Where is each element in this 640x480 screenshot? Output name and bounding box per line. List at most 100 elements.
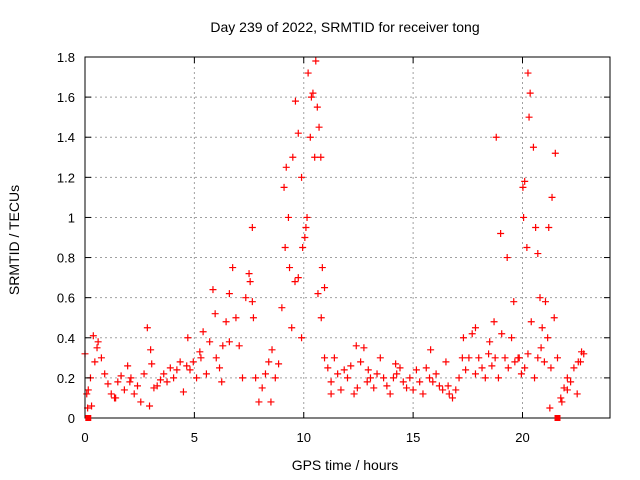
data-point (107, 390, 115, 398)
data-point (532, 223, 540, 231)
data-point (360, 344, 368, 352)
y-tick-label: 1 (68, 210, 75, 225)
data-point (271, 374, 279, 382)
data-point (519, 183, 527, 191)
data-point (225, 290, 233, 298)
data-point (550, 314, 558, 322)
data-point (439, 386, 447, 394)
x-axis-label: GPS time / hours (292, 457, 399, 473)
data-point (524, 350, 532, 358)
data-point (327, 390, 335, 398)
x-tick-label: 5 (191, 430, 198, 445)
data-point (498, 330, 506, 338)
x-tick-label: 0 (81, 430, 88, 445)
data-point (235, 342, 243, 350)
x-tick-label: 20 (515, 430, 529, 445)
data-point (143, 324, 151, 332)
data-point (527, 318, 535, 326)
data-point (193, 374, 201, 382)
data-point (523, 244, 531, 252)
data-point (249, 314, 257, 322)
data-point (503, 254, 511, 262)
data-point (334, 370, 342, 378)
data-point (490, 318, 498, 326)
y-tick-label: 1.4 (57, 130, 75, 145)
data-point (248, 298, 256, 306)
data-point (83, 390, 91, 398)
data-point (422, 364, 430, 372)
data-point (309, 89, 317, 97)
data-point (268, 346, 276, 354)
data-point (544, 334, 552, 342)
data-point (366, 374, 374, 382)
data-point (538, 324, 546, 332)
data-point (352, 342, 360, 350)
data-point (459, 334, 467, 342)
data-point (570, 364, 578, 372)
data-point (551, 149, 559, 157)
data-point (492, 133, 500, 141)
data-point (229, 264, 237, 272)
data-point (520, 213, 528, 221)
data-point (302, 223, 310, 231)
data-point (563, 386, 571, 394)
data-point (294, 129, 302, 137)
data-point (554, 354, 561, 362)
data-point (347, 362, 355, 370)
data-point (508, 334, 516, 342)
data-point (160, 370, 168, 378)
data-point (97, 354, 105, 362)
data-point (435, 382, 443, 390)
data-point (389, 374, 397, 382)
y-axis-label: SRMTID / TECUs (6, 185, 22, 295)
gap-markers (85, 415, 561, 421)
data-point (458, 354, 466, 362)
data-point (350, 390, 358, 398)
data-point (88, 402, 96, 410)
data-point (218, 378, 226, 386)
data-point (521, 177, 529, 185)
y-tick-label: 0.4 (57, 331, 75, 346)
data-point (481, 374, 489, 382)
data-point (409, 386, 417, 394)
y-tick-label: 1.6 (57, 90, 75, 105)
data-point (491, 354, 499, 362)
data-point (370, 384, 378, 392)
data-point (563, 374, 571, 382)
data-point (515, 354, 523, 362)
data-point (488, 362, 496, 370)
data-point (406, 374, 414, 382)
data-point (321, 354, 329, 362)
data-point (117, 372, 125, 380)
data-point (84, 386, 92, 394)
data-point (486, 338, 494, 346)
data-point (304, 69, 312, 77)
data-point (225, 338, 233, 346)
data-point (140, 370, 148, 378)
data-point (396, 364, 404, 372)
data-point (179, 388, 187, 396)
data-point (303, 213, 311, 221)
data-point (546, 404, 554, 412)
gap-marker-data-gap-start (85, 415, 92, 421)
data-point (291, 97, 299, 105)
data-point (299, 244, 307, 252)
data-point (278, 304, 286, 312)
data-point (536, 294, 544, 302)
data-point (497, 229, 505, 237)
data-point (426, 374, 434, 382)
data-point (545, 223, 553, 231)
data-point (380, 374, 388, 382)
data-point (242, 294, 250, 302)
data-point (289, 153, 297, 161)
data-point (104, 380, 112, 388)
data-point (357, 358, 365, 366)
data-point (197, 354, 205, 362)
data-point (517, 370, 525, 378)
data-point (148, 360, 156, 368)
data-point (471, 370, 479, 378)
y-tick-label: 1.8 (57, 50, 75, 65)
data-point (455, 374, 463, 382)
data-point (120, 386, 128, 394)
